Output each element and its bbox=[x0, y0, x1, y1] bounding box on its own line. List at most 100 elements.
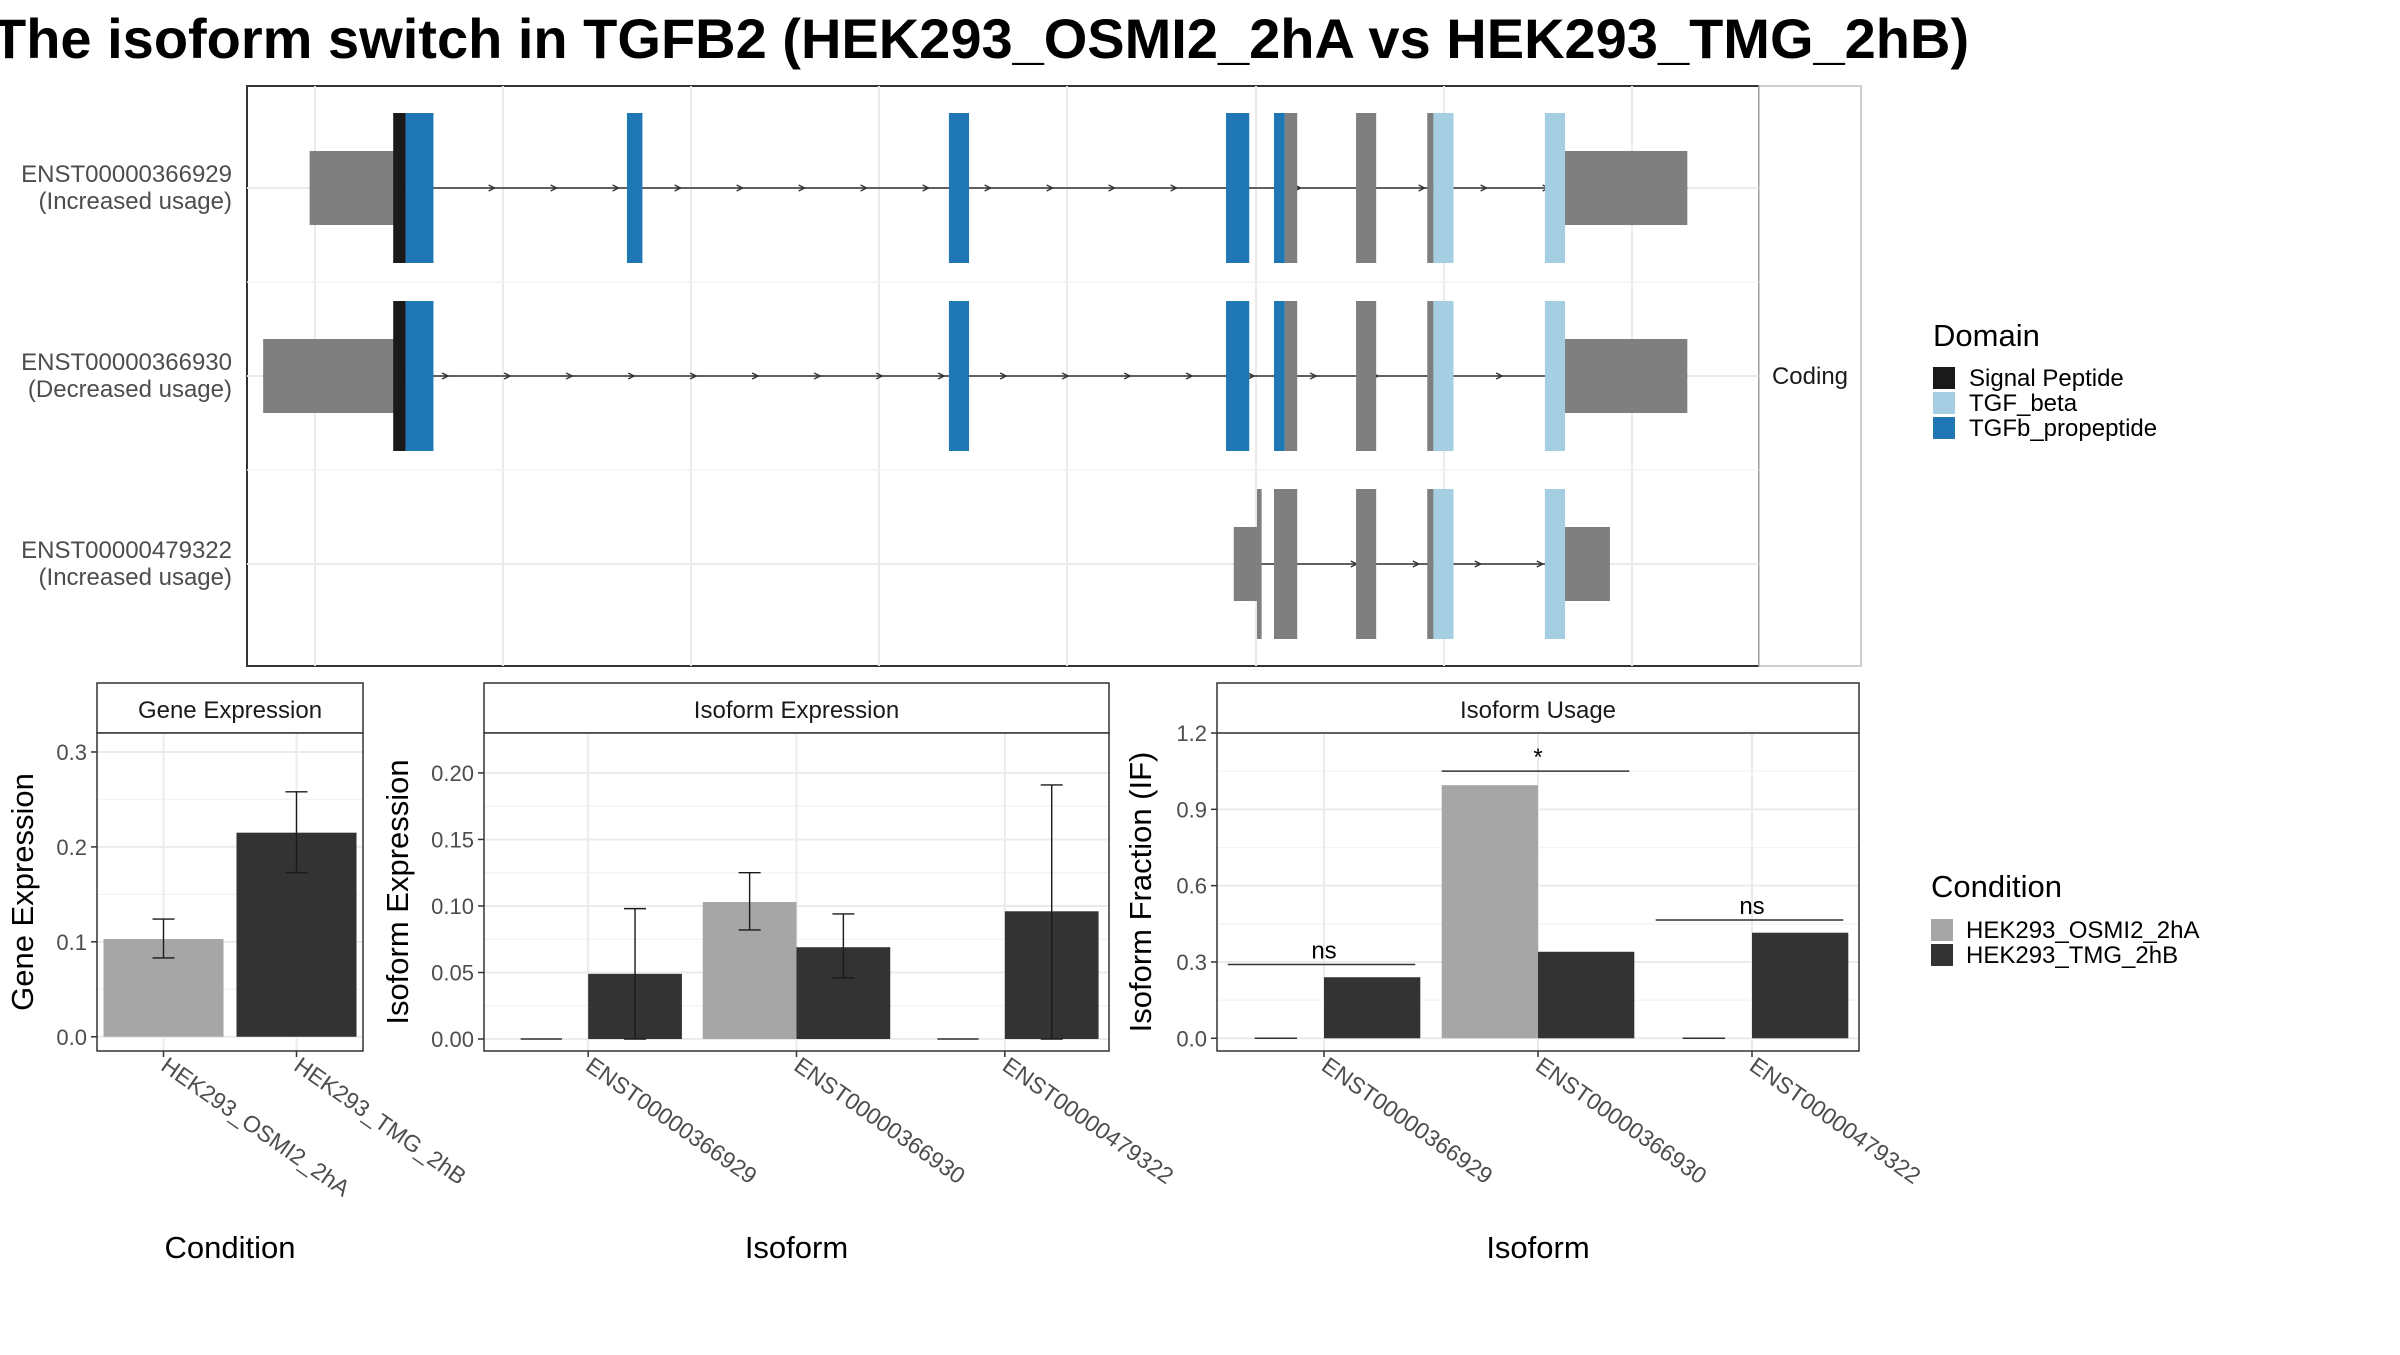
strand-arrow bbox=[922, 184, 931, 192]
strand-arrow bbox=[674, 184, 683, 192]
exon-6-noncoding bbox=[1356, 113, 1377, 263]
strand-arrow bbox=[860, 184, 869, 192]
x-axis-title: Condition bbox=[165, 1230, 296, 1265]
significance-label: ns bbox=[1311, 938, 1336, 965]
condition-legend-title: Condition bbox=[1931, 869, 2062, 904]
x-axis-title: Isoform bbox=[745, 1230, 848, 1265]
bar-charts: Gene Expression0.00.10.20.3HEK293_OSMI2_… bbox=[5, 682, 1926, 1265]
strand-arrow bbox=[627, 372, 636, 380]
y-axis-title: Isoform Fraction (IF) bbox=[1123, 752, 1158, 1033]
condition-legend-swatch-1 bbox=[1931, 944, 1953, 966]
strand-arrow bbox=[612, 184, 621, 192]
x-tick-label-ENST00000366929: ENST00000366929 bbox=[581, 1052, 761, 1189]
domain-legend-swatch-2 bbox=[1933, 417, 1955, 439]
condition-legend-label-1: HEK293_TMG_2hB bbox=[1966, 942, 2178, 969]
domain-legend-swatch-0 bbox=[1933, 367, 1955, 389]
exon-1-tgfb_propeptide bbox=[626, 113, 643, 263]
strand-arrow bbox=[875, 372, 884, 380]
x-tick-label-ENST00000366929: ENST00000366929 bbox=[1317, 1052, 1497, 1189]
bar-ENST00000366929-HEK293_TMG_2hB bbox=[1324, 977, 1421, 1039]
coding-strip bbox=[1758, 85, 1862, 667]
exon-4-tgfb_propeptide bbox=[1274, 113, 1285, 263]
transcript-row-ENST00000479322 bbox=[1233, 489, 1610, 639]
strand-arrow bbox=[1108, 184, 1117, 192]
y-axis-title: Gene Expression bbox=[5, 773, 40, 1011]
exon-6-noncoding bbox=[1427, 301, 1434, 451]
chart-title: Gene Expression bbox=[138, 697, 322, 724]
y-tick-label: 0.3 bbox=[56, 740, 87, 765]
domain-legend-title: Domain bbox=[1933, 318, 2040, 353]
exon-4-noncoding bbox=[1284, 301, 1298, 451]
exon-8-tgf_beta bbox=[1433, 113, 1454, 263]
exon-8-tgf_beta bbox=[1544, 301, 1566, 451]
strand-arrow bbox=[798, 184, 807, 192]
domain-legend: Domain Signal PeptideTGF_betaTGFb_propep… bbox=[1933, 318, 2157, 442]
condition-legend-label-0: HEK293_OSMI2_2hA bbox=[1966, 917, 2199, 944]
strand-arrow bbox=[1309, 372, 1318, 380]
strand-arrow bbox=[1123, 372, 1132, 380]
y-tick-label: 0.20 bbox=[431, 761, 474, 786]
significance-label: * bbox=[1533, 744, 1542, 771]
exon-1-noncoding bbox=[1274, 489, 1298, 639]
bar-ENST00000479322-HEK293_TMG_2hB bbox=[1752, 932, 1849, 1039]
chart-strip bbox=[1216, 682, 1860, 734]
exon-3-tgfb_propeptide bbox=[1274, 301, 1285, 451]
strand-arrow bbox=[1495, 372, 1504, 380]
figure-title: The isoform switch in TGFB2 (HEK293_OSMI… bbox=[0, 7, 1969, 70]
strand-arrow bbox=[1418, 184, 1427, 192]
utr-box-0 bbox=[263, 339, 395, 413]
x-tick-label-ENST00000366930: ENST00000366930 bbox=[1531, 1052, 1711, 1189]
strand-arrow bbox=[488, 184, 497, 192]
bar-ENST00000366930-HEK293_TMG_2hB bbox=[1538, 951, 1635, 1039]
y-tick-label: 0.2 bbox=[56, 835, 87, 860]
strand-arrow bbox=[736, 184, 745, 192]
strand-arrow bbox=[1185, 372, 1194, 380]
transcript-row-ENST00000366929 bbox=[309, 113, 1688, 263]
y-tick-label: 0.9 bbox=[1176, 797, 1207, 822]
utr-box-1 bbox=[1563, 527, 1610, 601]
exon-2-noncoding bbox=[1356, 489, 1377, 639]
transcript-label-ENST00000479322: ENST00000479322 bbox=[21, 537, 232, 564]
strand-arrow bbox=[1480, 184, 1489, 192]
y-tick-label: 0.6 bbox=[1176, 874, 1207, 899]
exon-5-noncoding bbox=[1284, 113, 1298, 263]
x-tick-label-ENST00000479322: ENST00000479322 bbox=[1745, 1052, 1925, 1189]
transcript-rows bbox=[263, 113, 1688, 639]
exon-3-noncoding bbox=[1427, 489, 1434, 639]
signal-peptide-exon bbox=[393, 113, 406, 263]
chart-title: Isoform Usage bbox=[1460, 697, 1616, 724]
transcript-note-ENST00000366929: (Increased usage) bbox=[39, 188, 232, 215]
chart-border bbox=[96, 732, 364, 1052]
strand-arrow bbox=[751, 372, 760, 380]
utr-box-1 bbox=[1563, 151, 1688, 225]
exon-5-tgf_beta bbox=[1544, 489, 1566, 639]
y-tick-label: 0.0 bbox=[1176, 1026, 1207, 1051]
y-tick-label: 0.0 bbox=[56, 1025, 87, 1050]
exon-3-tgfb_propeptide bbox=[1226, 113, 1250, 263]
strand-arrow bbox=[1536, 560, 1545, 568]
y-tick-label: 0.1 bbox=[56, 930, 87, 955]
chart-title: Isoform Expression bbox=[694, 697, 899, 724]
y-tick-label: 0.3 bbox=[1176, 950, 1207, 975]
chart-1: Isoform Expression 0.00 0.05 0.10 0.15 0.20 EN… bbox=[380, 682, 1178, 1265]
y-tick-label: 0.15 bbox=[431, 827, 474, 852]
exon-4-tgf_beta bbox=[1433, 489, 1454, 639]
utr-box-1 bbox=[1563, 339, 1688, 413]
exon-7-tgf_beta bbox=[1433, 301, 1454, 451]
coding-strip-label: Coding bbox=[1772, 363, 1848, 390]
exon-0-tgfb_propeptide bbox=[405, 301, 434, 451]
x-axis-title: Isoform bbox=[1486, 1230, 1589, 1265]
domain-legend-swatch-1 bbox=[1933, 392, 1955, 414]
significance-label: ns bbox=[1739, 893, 1764, 920]
condition-legend-swatch-0 bbox=[1931, 919, 1953, 941]
domain-legend-label-0: Signal Peptide bbox=[1969, 365, 2124, 392]
strand-arrow bbox=[1046, 184, 1055, 192]
strand-arrow bbox=[937, 372, 946, 380]
exon-0-tgfb_propeptide bbox=[405, 113, 434, 263]
strand-arrow bbox=[984, 184, 993, 192]
strand-arrow bbox=[1061, 372, 1070, 380]
exon-2-tgfb_propeptide bbox=[1226, 301, 1250, 451]
